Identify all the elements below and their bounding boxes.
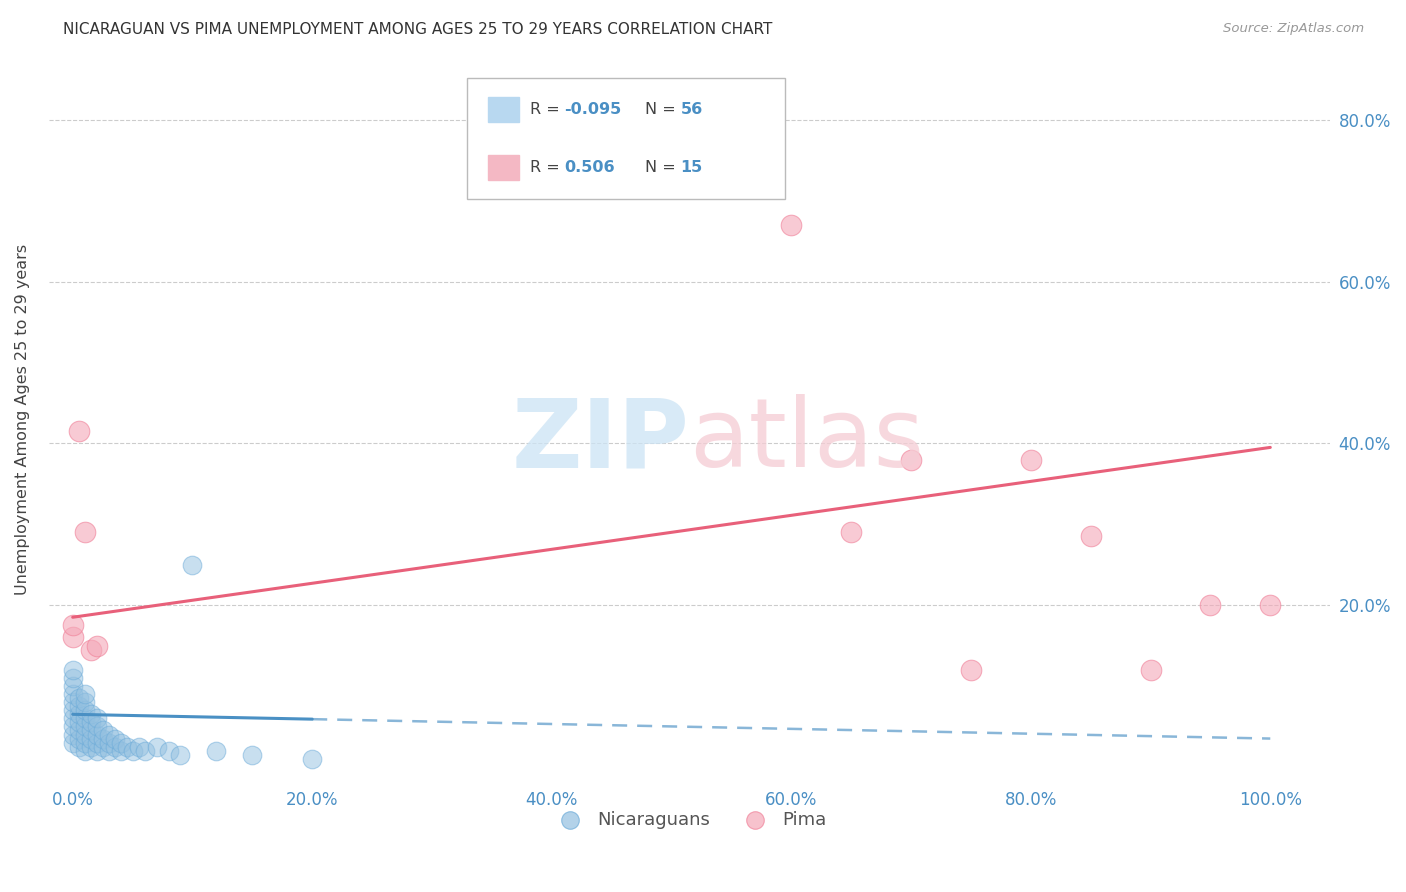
Text: atlas: atlas — [689, 394, 925, 487]
Point — [62, 687, 84, 701]
Point — [91, 739, 114, 754]
Text: 15: 15 — [681, 160, 703, 175]
Point — [301, 752, 323, 766]
Legend: Nicaraguans, Pima: Nicaraguans, Pima — [546, 804, 834, 836]
Point — [73, 719, 96, 733]
Point — [1080, 529, 1102, 543]
Point — [67, 723, 90, 738]
Point — [62, 671, 84, 685]
Point — [73, 703, 96, 717]
Point — [62, 679, 84, 693]
Point — [73, 711, 96, 725]
Point — [67, 715, 90, 730]
Text: N =: N = — [645, 160, 682, 175]
Point — [97, 744, 120, 758]
Y-axis label: Unemployment Among Ages 25 to 29 years: Unemployment Among Ages 25 to 29 years — [15, 244, 30, 595]
Point — [181, 558, 204, 572]
Point — [62, 631, 84, 645]
Point — [1019, 452, 1042, 467]
Point — [91, 723, 114, 738]
Point — [79, 715, 101, 730]
Point — [62, 736, 84, 750]
Point — [169, 747, 191, 762]
Point — [110, 736, 132, 750]
Point — [1139, 663, 1161, 677]
Point — [86, 744, 108, 758]
Point — [205, 744, 228, 758]
Point — [73, 687, 96, 701]
Point — [73, 525, 96, 540]
Point — [67, 699, 90, 714]
Point — [73, 744, 96, 758]
Point — [67, 731, 90, 746]
Point — [86, 711, 108, 725]
Point — [79, 731, 101, 746]
Point — [86, 639, 108, 653]
Point — [73, 695, 96, 709]
Point — [62, 719, 84, 733]
Point — [62, 695, 84, 709]
Point — [62, 663, 84, 677]
Text: N =: N = — [645, 102, 682, 117]
Point — [62, 711, 84, 725]
Text: 0.506: 0.506 — [564, 160, 614, 175]
Text: R =: R = — [530, 102, 565, 117]
Point — [900, 452, 922, 467]
Text: ZIP: ZIP — [512, 394, 689, 487]
Point — [62, 618, 84, 632]
Text: NICARAGUAN VS PIMA UNEMPLOYMENT AMONG AGES 25 TO 29 YEARS CORRELATION CHART: NICARAGUAN VS PIMA UNEMPLOYMENT AMONG AG… — [63, 22, 773, 37]
Point — [104, 731, 127, 746]
Point — [62, 727, 84, 741]
Point — [960, 663, 983, 677]
Point — [86, 727, 108, 741]
Point — [67, 424, 90, 438]
Point — [128, 739, 150, 754]
Point — [67, 707, 90, 722]
Point — [73, 736, 96, 750]
Point — [145, 739, 167, 754]
Point — [97, 727, 120, 741]
Point — [79, 723, 101, 738]
Text: 56: 56 — [681, 102, 703, 117]
Point — [157, 744, 180, 758]
Point — [780, 218, 803, 232]
Point — [97, 736, 120, 750]
Point — [839, 525, 862, 540]
Point — [79, 739, 101, 754]
Point — [86, 719, 108, 733]
Point — [134, 744, 156, 758]
Point — [79, 642, 101, 657]
Point — [91, 731, 114, 746]
Text: R =: R = — [530, 160, 565, 175]
Text: Source: ZipAtlas.com: Source: ZipAtlas.com — [1223, 22, 1364, 36]
Point — [121, 744, 143, 758]
Point — [240, 747, 263, 762]
Text: -0.095: -0.095 — [564, 102, 621, 117]
Point — [110, 744, 132, 758]
Point — [79, 707, 101, 722]
Point — [67, 739, 90, 754]
Point — [115, 739, 138, 754]
Point — [73, 727, 96, 741]
Point — [86, 736, 108, 750]
Point — [62, 703, 84, 717]
Point — [67, 691, 90, 706]
Point — [1199, 598, 1222, 612]
Point — [1258, 598, 1281, 612]
Point — [104, 739, 127, 754]
